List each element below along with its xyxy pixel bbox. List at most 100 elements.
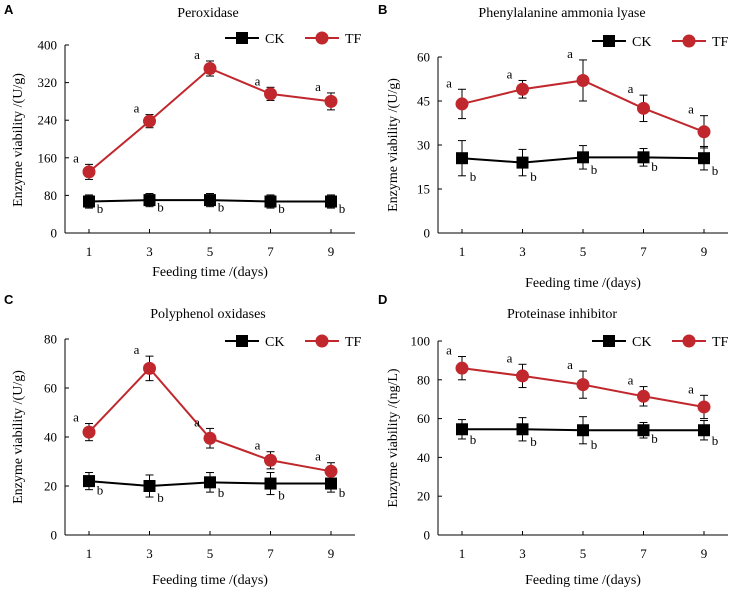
- data-point-square: [204, 476, 216, 489]
- x-axis-label: Feeding time /(days): [152, 265, 268, 280]
- data-point-square: [516, 423, 529, 436]
- x-tick-label: 1: [459, 546, 466, 561]
- x-tick-label: 9: [328, 244, 335, 259]
- significance-label: b: [339, 201, 346, 216]
- y-tick-label: 45: [417, 94, 430, 109]
- legend-label: TF: [712, 35, 729, 50]
- data-point-circle: [143, 114, 156, 128]
- y-tick-label: 40: [44, 430, 57, 445]
- legend: CK TF: [225, 31, 362, 47]
- data-point-circle: [637, 101, 650, 115]
- significance-label: a: [194, 414, 200, 429]
- significance-label: a: [446, 75, 452, 90]
- significance-label: b: [278, 201, 285, 216]
- x-tick-label: 9: [701, 244, 708, 259]
- x-tick-label: 3: [146, 546, 153, 561]
- data-point-circle: [455, 361, 469, 375]
- y-tick-label: 400: [38, 38, 58, 53]
- x-tick-label: 9: [701, 546, 708, 561]
- data-point-square: [264, 195, 277, 208]
- significance-label: a: [73, 150, 79, 165]
- legend-marker-square: [236, 32, 248, 44]
- significance-label: b: [591, 437, 598, 452]
- data-point-circle: [82, 165, 96, 179]
- data-point-square: [83, 475, 95, 488]
- y-tick-label: 15: [417, 182, 430, 197]
- y-tick-label: 80: [417, 372, 430, 387]
- significance-label: a: [507, 350, 513, 365]
- significance-label: b: [651, 431, 658, 446]
- x-tick-label: 7: [640, 546, 647, 561]
- panel-polyphenol-oxidases: C Polyphenol oxidases 0 20 40 60 80 1 3 5 7 9 Feedin…: [4, 292, 362, 588]
- x-tick-label: 5: [580, 546, 587, 561]
- data-point-square: [456, 152, 468, 165]
- significance-label: a: [446, 343, 452, 358]
- legend: CK TF: [592, 334, 729, 350]
- x-tick-label: 7: [267, 546, 274, 561]
- y-tick-label: 40: [417, 450, 430, 465]
- data-point-square: [516, 156, 529, 169]
- significance-label: a: [688, 102, 694, 117]
- data-point-circle: [143, 361, 156, 375]
- y-tick-label: 160: [38, 150, 58, 165]
- significance-label: b: [530, 169, 537, 184]
- y-axis-label: Enzyme viability /(U/g): [386, 78, 401, 212]
- panel-letter: D: [378, 292, 387, 307]
- data-point-circle: [576, 73, 590, 87]
- series-line: [88, 67, 332, 173]
- significance-label: a: [134, 342, 140, 357]
- significance-label: b: [157, 490, 164, 505]
- x-tick-label: 5: [207, 546, 214, 561]
- x-axis-label: Feeding time /(days): [525, 573, 641, 588]
- data-point-circle: [264, 453, 277, 467]
- significance-label: b: [218, 200, 225, 215]
- data-point-square: [143, 480, 156, 492]
- series-tf: a a a a a: [73, 342, 338, 481]
- data-point-square: [143, 194, 156, 207]
- data-point-square: [325, 477, 337, 490]
- panel-peroxidase: A Peroxidase 0 80 160 240 320 400 1 3 5 7 9 Feeding t…: [4, 2, 362, 280]
- y-axis-label: Enzyme viability /(U/g): [11, 73, 26, 207]
- data-point-circle: [697, 125, 711, 139]
- x-tick-label: 3: [519, 546, 526, 561]
- y-axis-label: Enzyme viability /(U/g): [11, 370, 26, 504]
- x-tick-label: 3: [519, 244, 526, 259]
- y-tick-label: 30: [417, 138, 430, 153]
- y-tick-label: 20: [44, 479, 57, 494]
- panel-letter: B: [378, 2, 387, 17]
- significance-label: b: [97, 201, 104, 216]
- data-point-square: [637, 424, 650, 437]
- y-tick-label: 80: [44, 188, 57, 203]
- y-tick-label: 100: [411, 334, 431, 349]
- significance-label: a: [567, 357, 573, 372]
- legend-label: CK: [632, 335, 651, 350]
- chart-title: Proteinase inhibitor: [507, 307, 617, 322]
- legend-marker-square: [603, 35, 615, 47]
- legend-label: CK: [265, 335, 284, 350]
- significance-label: a: [507, 66, 513, 81]
- significance-label: b: [339, 485, 346, 500]
- legend: CK TF: [225, 334, 362, 350]
- data-point-circle: [324, 464, 338, 478]
- legend-label: TF: [345, 32, 362, 47]
- significance-label: a: [315, 79, 321, 94]
- significance-label: b: [530, 434, 537, 449]
- data-point-square: [698, 152, 710, 165]
- y-tick-label: 80: [44, 332, 57, 347]
- significance-label: b: [591, 162, 598, 177]
- legend-label: CK: [632, 35, 651, 50]
- significance-label: a: [688, 381, 694, 396]
- significance-label: a: [194, 47, 200, 62]
- x-tick-label: 5: [580, 244, 587, 259]
- significance-label: a: [73, 410, 79, 425]
- panel-letter: A: [4, 2, 14, 17]
- x-tick-label: 1: [459, 244, 466, 259]
- data-point-square: [83, 195, 95, 208]
- data-point-square: [325, 195, 337, 208]
- data-point-circle: [455, 97, 469, 111]
- y-tick-label: 0: [51, 226, 58, 241]
- significance-label: a: [315, 449, 321, 464]
